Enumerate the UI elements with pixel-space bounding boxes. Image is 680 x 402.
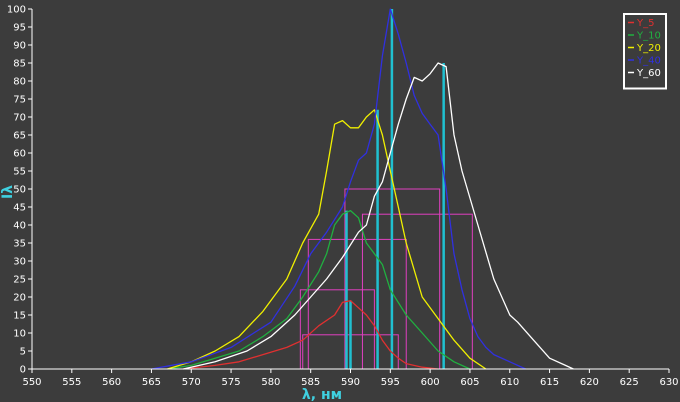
x-tick-label: 590 (341, 377, 360, 388)
x-tick-label: 620 (580, 377, 599, 388)
x-tick-label: 630 (659, 377, 678, 388)
peak-markers (345, 9, 445, 369)
x-tick-label: 610 (500, 377, 519, 388)
x-tick-label: 625 (620, 377, 639, 388)
x-tick-label: 575 (222, 377, 241, 388)
x-tick-label: 595 (381, 377, 400, 388)
y-tick-label: 30 (13, 257, 26, 268)
fwhm-box (299, 289, 375, 370)
y-tick-label: 40 (13, 221, 26, 232)
legend-box (623, 13, 667, 90)
y-tick-label: 100 (7, 5, 26, 16)
y-tick-label: 85 (13, 59, 26, 70)
x-tick-label: 565 (142, 377, 161, 388)
legend-label: Y_60 (636, 68, 661, 79)
y-tick-label: 0 (20, 365, 26, 376)
series-line (183, 299, 439, 370)
y-tick-label: 75 (13, 95, 26, 106)
y-tick-label: 35 (13, 239, 26, 250)
y-tick-label: 55 (13, 167, 26, 178)
series-lines (151, 8, 574, 370)
y-tick-label: 95 (13, 23, 26, 34)
legend-label: Y_5 (636, 18, 654, 29)
fwhm-box (361, 213, 473, 370)
legend-label: Y_20 (636, 43, 661, 54)
x-tick-label: 580 (261, 377, 280, 388)
y-tick-label: 65 (13, 131, 26, 142)
x-tick-label: 570 (182, 377, 201, 388)
x-tick-label: 605 (460, 377, 479, 388)
axes: 550 555 560 565 570 575 580 585 590 595 600 605 610 6… (7, 5, 679, 389)
x-tick-label: 600 (421, 377, 440, 388)
series-line (167, 209, 471, 370)
y-tick-label: 5 (20, 347, 26, 358)
x-tick-label: 615 (540, 377, 559, 388)
y-tick-label: 50 (13, 185, 26, 196)
x-tick-label: 560 (102, 377, 121, 388)
y-tick-label: 10 (13, 329, 26, 340)
x-axis-label: λ, нм (302, 387, 342, 402)
y-tick-label: 25 (13, 275, 26, 286)
x-tick-label: 550 (22, 377, 41, 388)
legend-label: Y_40 (636, 56, 661, 67)
x-tick-label: 585 (301, 377, 320, 388)
y-tick-label: 70 (13, 113, 26, 124)
y-axis-label: Iλ (0, 185, 16, 199)
x-tick-label: 555 (62, 377, 81, 388)
y-tick-label: 45 (13, 203, 26, 214)
y-tick-label: 80 (13, 77, 26, 88)
y-tick-label: 20 (13, 293, 26, 304)
series-line (167, 109, 487, 370)
series-line (183, 62, 574, 370)
y-tick-label: 15 (13, 311, 26, 322)
series-line (151, 8, 526, 370)
legend: Y_5 Y_10Y_20 Y_40Y_60 (623, 13, 667, 90)
legend-label: Y_10 (636, 31, 661, 42)
y-tick-label: 60 (13, 149, 26, 160)
y-tick-label: 90 (13, 41, 26, 52)
